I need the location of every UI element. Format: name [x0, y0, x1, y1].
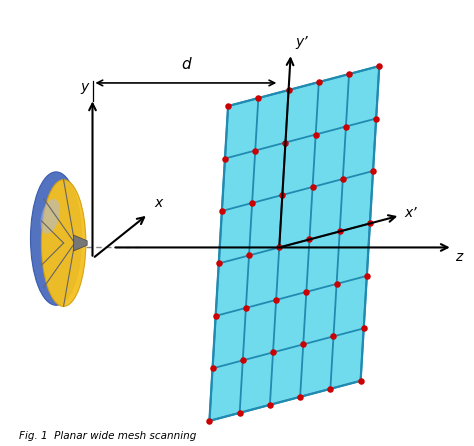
- Polygon shape: [210, 66, 379, 421]
- Point: [282, 139, 289, 146]
- Point: [366, 220, 374, 227]
- Point: [373, 115, 380, 122]
- Text: Fig. 1  Planar wide mesh scanning: Fig. 1 Planar wide mesh scanning: [19, 431, 197, 441]
- Point: [336, 228, 344, 235]
- Point: [285, 87, 292, 94]
- Point: [206, 417, 213, 425]
- Text: x: x: [155, 196, 163, 210]
- Point: [236, 409, 244, 417]
- Point: [215, 260, 223, 267]
- Point: [248, 199, 256, 206]
- Text: y: y: [81, 80, 89, 94]
- Point: [209, 365, 216, 372]
- Point: [327, 385, 334, 392]
- Text: z: z: [455, 250, 462, 264]
- Point: [302, 289, 310, 296]
- Ellipse shape: [40, 199, 60, 234]
- Polygon shape: [73, 235, 87, 251]
- Point: [330, 333, 337, 340]
- Point: [369, 167, 377, 174]
- Point: [245, 252, 253, 259]
- Point: [312, 131, 319, 138]
- Text: x’: x’: [405, 206, 417, 220]
- Ellipse shape: [41, 180, 86, 306]
- Point: [339, 175, 346, 182]
- Text: d: d: [181, 57, 191, 72]
- Point: [275, 244, 283, 251]
- Point: [357, 377, 365, 384]
- Point: [218, 207, 226, 215]
- Point: [360, 325, 367, 332]
- Point: [342, 123, 350, 130]
- Point: [239, 357, 246, 364]
- Point: [221, 155, 229, 162]
- Point: [306, 236, 313, 243]
- Point: [224, 103, 232, 110]
- Point: [212, 312, 219, 319]
- Point: [309, 183, 316, 190]
- Point: [315, 78, 323, 86]
- Text: y’: y’: [295, 35, 308, 49]
- Point: [255, 95, 262, 102]
- Point: [375, 62, 383, 70]
- Point: [279, 191, 286, 198]
- Ellipse shape: [30, 172, 82, 305]
- Point: [300, 341, 307, 348]
- Point: [242, 304, 250, 311]
- Point: [251, 147, 259, 154]
- Point: [266, 401, 273, 409]
- Point: [296, 393, 304, 401]
- Point: [269, 349, 277, 356]
- Point: [273, 296, 280, 303]
- Point: [345, 70, 353, 78]
- Point: [363, 273, 371, 280]
- Point: [333, 281, 340, 288]
